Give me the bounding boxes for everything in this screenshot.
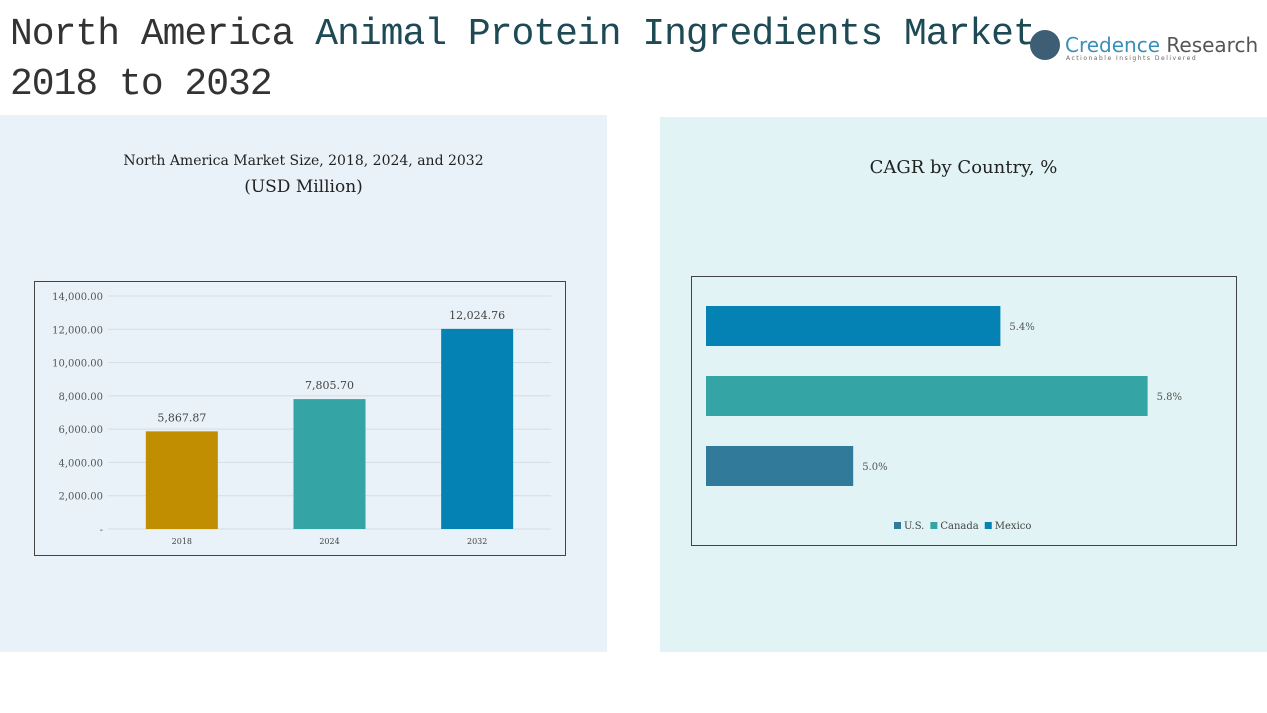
chart1-frame: - 2,000.00 4,000.00 6,000.00 8,000.00 10,000.… — [34, 281, 566, 556]
x-tick-label: 2018 — [172, 537, 192, 546]
legend-label: Canada — [940, 521, 978, 532]
y-tick-label: 10,000.00 — [52, 359, 103, 370]
chart2-title: CAGR by Country, % — [869, 157, 1058, 178]
legend-swatch — [984, 522, 992, 529]
bar-Mexico — [706, 306, 1001, 346]
bar-Canada — [706, 376, 1148, 416]
title-part1: North America — [10, 13, 316, 56]
legend-swatch — [894, 522, 901, 529]
y-tick-label: 12,000.00 — [52, 325, 103, 336]
credence-logo: Credence Research Actionable Insights De… — [1030, 30, 1258, 62]
market-size-chart: - 2,000.00 4,000.00 6,000.00 8,000.00 10,000.… — [52, 292, 551, 546]
logo-icon — [1030, 30, 1060, 60]
logo-name-1: Credence — [1065, 33, 1161, 57]
cagr-chart: 5.4% 5.8% 5.0% U.S. Canada Mexico — [706, 306, 1182, 532]
bar-2032 — [441, 328, 514, 529]
chart2-frame: 5.4% 5.8% 5.0% U.S. Canada Mexico — [691, 276, 1237, 546]
chart1-subtitle: (USD Million) — [244, 177, 363, 197]
y-tick-label: - — [100, 525, 103, 536]
bar-2018 — [145, 431, 218, 529]
legend-swatch — [930, 522, 938, 529]
logo-name: Credence Research — [1065, 33, 1258, 57]
bar-2024 — [293, 399, 366, 529]
data-label: 5.4% — [1009, 322, 1034, 333]
data-label: 5.8% — [1157, 392, 1182, 403]
y-tick-label: 4,000.00 — [58, 458, 103, 469]
title-part2: Animal Protein Ingredients Market — [315, 13, 1036, 56]
y-tick-label: 6,000.00 — [58, 425, 103, 436]
x-tick-label: 2024 — [319, 537, 339, 546]
data-label: 5.0% — [862, 462, 887, 473]
y-tick-label: 14,000.00 — [52, 292, 103, 303]
logo-name-2: Research — [1160, 33, 1259, 57]
bar-U.S. — [706, 446, 854, 486]
title-line2: 2018 to 2032 — [10, 63, 273, 106]
legend-label: Mexico — [995, 521, 1032, 532]
legend-label: U.S. — [904, 521, 924, 532]
data-label: 7,805.70 — [305, 379, 354, 392]
data-label: 12,024.76 — [449, 309, 505, 322]
chart1-title: North America Market Size, 2018, 2024, a… — [123, 153, 484, 169]
logo-tagline: Actionable Insights Delivered — [1066, 55, 1198, 62]
x-tick-label: 2032 — [467, 537, 487, 546]
y-tick-label: 8,000.00 — [58, 392, 103, 403]
page-title: North America Animal Protein Ingredients… — [10, 10, 1036, 110]
y-tick-label: 2,000.00 — [58, 492, 103, 503]
data-label: 5,867.87 — [157, 411, 206, 424]
